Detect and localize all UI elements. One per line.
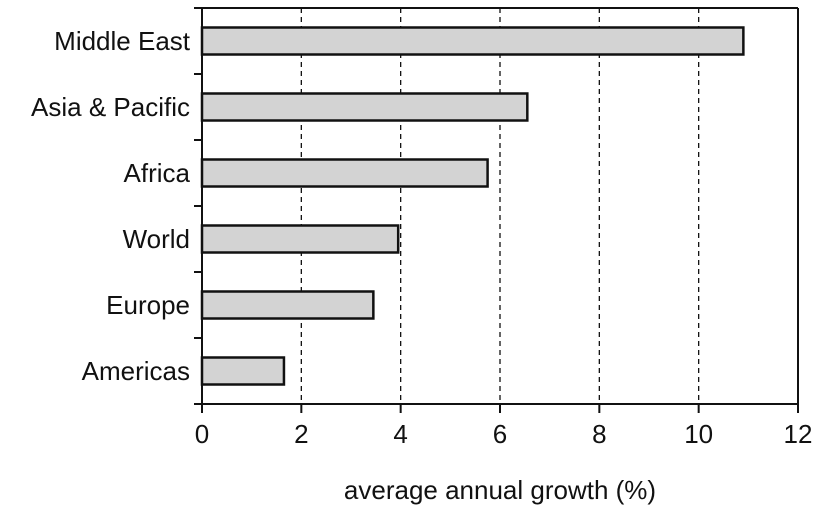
category-labels: Middle East Asia & Pacific Africa World Euro…: [31, 26, 191, 386]
category-label-europe: Europe: [106, 290, 190, 320]
x-tick-label-10: 10: [684, 419, 713, 449]
gridlines: [300, 8, 700, 404]
x-tick-labels: 0 2 4 6 8 10 12: [195, 419, 813, 449]
x-tick-label-4: 4: [393, 419, 407, 449]
x-tick-label-12: 12: [784, 419, 813, 449]
bar-europe: [200, 290, 375, 320]
category-label-africa: Africa: [124, 158, 191, 188]
x-tick-label-2: 2: [294, 419, 308, 449]
bar-asia-and-pacific: [200, 92, 529, 122]
category-label-middle-east: Middle East: [54, 26, 191, 56]
category-label-world: World: [123, 224, 190, 254]
bar-middle-east: [200, 26, 745, 56]
bar-africa: [200, 158, 489, 188]
bars: [200, 26, 745, 386]
axes: [194, 7, 799, 413]
bar-world: [200, 224, 400, 254]
category-label-americas: Americas: [82, 356, 190, 386]
x-tick-label-6: 6: [493, 419, 507, 449]
bar-americas: [200, 356, 286, 386]
category-label-asia-and-pacific: Asia & Pacific: [31, 92, 190, 122]
x-tick-label-0: 0: [195, 419, 209, 449]
x-tick-label-8: 8: [592, 419, 606, 449]
x-axis-title: average annual growth (%): [344, 475, 656, 505]
